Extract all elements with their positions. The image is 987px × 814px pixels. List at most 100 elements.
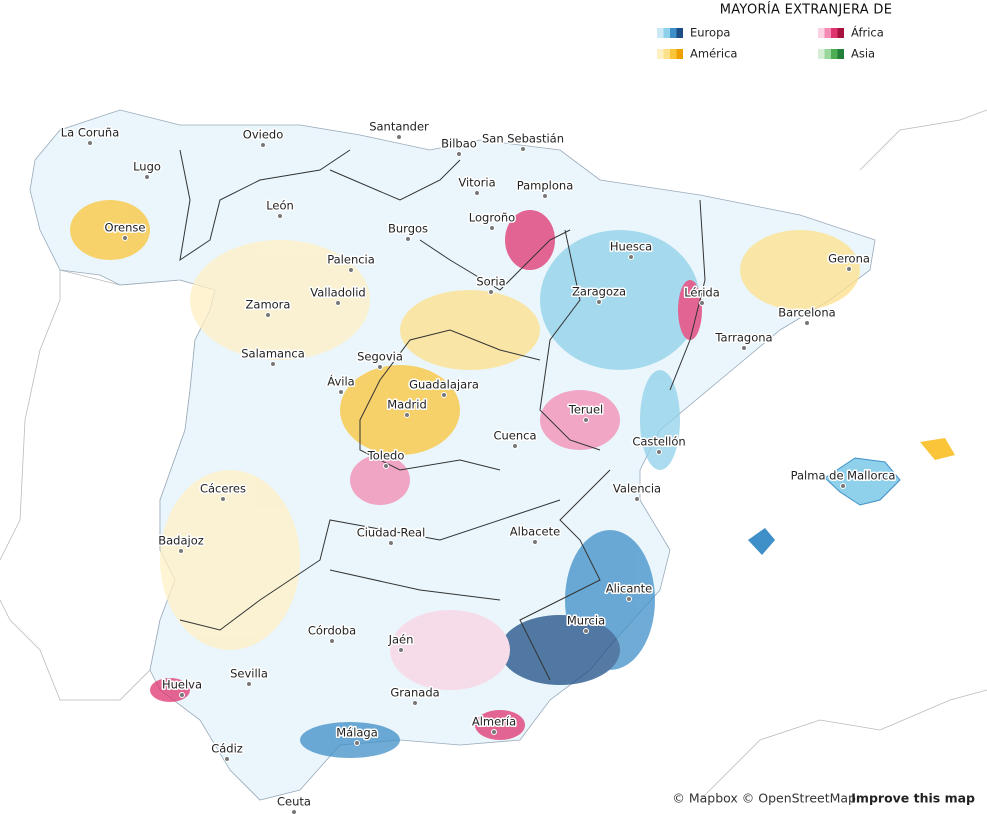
legend-swatch bbox=[676, 49, 683, 59]
city-label: Ceuta bbox=[277, 795, 311, 809]
city-dot bbox=[456, 151, 462, 157]
ibiza bbox=[748, 528, 775, 555]
city-label: Lérida bbox=[684, 286, 720, 300]
city-label: Castellón bbox=[632, 435, 685, 449]
menorca bbox=[920, 438, 955, 460]
legend: MAYORÍA EXTRANJERA DE Europa África Améric… bbox=[657, 2, 892, 61]
city-label: León bbox=[266, 199, 294, 213]
city-dot bbox=[840, 483, 846, 489]
legend-title: MAYORÍA EXTRANJERA DE bbox=[720, 2, 893, 18]
legend-swatch bbox=[837, 28, 844, 38]
city-label: Badajoz bbox=[158, 534, 204, 548]
city-dot bbox=[441, 392, 447, 398]
basemap bbox=[0, 109, 987, 801]
city-label: Orense bbox=[105, 221, 146, 235]
improve-link[interactable]: Improve this map bbox=[851, 791, 975, 806]
city-dot bbox=[412, 700, 418, 706]
city-dot bbox=[291, 809, 297, 814]
city-dot bbox=[270, 361, 276, 367]
city-dot bbox=[804, 320, 810, 326]
legend-swatch bbox=[818, 49, 825, 59]
city-label: Teruel bbox=[568, 403, 603, 417]
region-borders bbox=[179, 149, 706, 681]
city-dot bbox=[377, 364, 383, 370]
legend-swatch bbox=[824, 28, 831, 38]
city-dot bbox=[520, 146, 526, 152]
legend-swatch bbox=[837, 49, 844, 59]
mallorca bbox=[824, 457, 901, 506]
city-dot bbox=[144, 174, 150, 180]
city-label: Córdoba bbox=[308, 624, 356, 638]
city-label: Granada bbox=[390, 686, 439, 700]
city-label: Huelva bbox=[162, 678, 202, 692]
city-dot bbox=[583, 628, 589, 634]
city-dot bbox=[178, 548, 184, 554]
city-label: Salamanca bbox=[241, 347, 305, 361]
city-label: Gerona bbox=[828, 252, 870, 266]
city-label: Segovia bbox=[357, 350, 403, 364]
city-dot bbox=[474, 190, 480, 196]
city-label: Palencia bbox=[327, 253, 375, 267]
city-dot bbox=[626, 596, 632, 602]
city-label: Logroño bbox=[469, 211, 515, 225]
city-label: Valencia bbox=[613, 482, 661, 496]
legend-swatch bbox=[657, 49, 664, 59]
city-label: San Sebastián bbox=[482, 132, 564, 146]
city-dot bbox=[741, 345, 747, 351]
city-label: Burgos bbox=[388, 222, 428, 236]
legend-swatch bbox=[831, 28, 838, 38]
city-label: Oviedo bbox=[243, 128, 283, 142]
city-dot bbox=[329, 638, 335, 644]
city-label: Sevilla bbox=[230, 667, 268, 681]
city-dot bbox=[628, 254, 634, 260]
city-label: Toledo bbox=[367, 449, 405, 463]
city-dot bbox=[335, 300, 341, 306]
city-dot bbox=[656, 449, 662, 455]
city-label: Tarragona bbox=[714, 331, 772, 345]
city-label: Valladolid bbox=[310, 286, 365, 300]
city-dot bbox=[596, 299, 602, 305]
city-dot bbox=[398, 647, 404, 653]
city-dot bbox=[354, 740, 360, 746]
city-dot bbox=[512, 443, 518, 449]
city-label: Cuenca bbox=[493, 429, 536, 443]
legend-swatch bbox=[831, 49, 838, 59]
legend-swatch bbox=[663, 28, 670, 38]
city-label: Murcia bbox=[567, 614, 605, 628]
city-dot bbox=[542, 193, 548, 199]
city-label: Barcelona bbox=[778, 306, 835, 320]
city-label: Jaén bbox=[388, 633, 414, 647]
city-label: Albacete bbox=[510, 525, 560, 539]
city-dot bbox=[220, 496, 226, 502]
city-dot bbox=[634, 496, 640, 502]
city-label: Cádiz bbox=[211, 742, 243, 756]
coastlines bbox=[699, 109, 987, 801]
legend-swatch bbox=[676, 28, 683, 38]
city-dot bbox=[404, 412, 410, 418]
city-label: Soria bbox=[476, 275, 505, 289]
city-label: Zamora bbox=[246, 298, 291, 312]
city-label: Málaga bbox=[336, 726, 378, 740]
city-label: Ávila bbox=[327, 374, 354, 389]
legend-swatch bbox=[818, 28, 825, 38]
city-label: Ciudad Real bbox=[357, 526, 426, 540]
city-dot bbox=[348, 267, 354, 273]
city-dot bbox=[277, 213, 283, 219]
city-label: Vitoria bbox=[458, 176, 495, 190]
legend-label: Asia bbox=[851, 47, 875, 61]
city-dot bbox=[846, 266, 852, 272]
city-label: Zaragoza bbox=[572, 285, 626, 299]
legend-label: América bbox=[690, 47, 737, 61]
city-label: Cáceres bbox=[200, 482, 246, 496]
city-label: Huesca bbox=[610, 240, 652, 254]
city-dot bbox=[583, 417, 589, 423]
city-label: La Coruña bbox=[61, 126, 120, 140]
legend-swatch bbox=[663, 49, 670, 59]
city-dot bbox=[122, 235, 128, 241]
city-labels: La Coruña Oviedo Santander Bilbao San Sebast… bbox=[59, 118, 897, 814]
choropleth bbox=[70, 200, 860, 758]
city-label: Madrid bbox=[387, 398, 427, 412]
legend-label: África bbox=[851, 25, 884, 40]
